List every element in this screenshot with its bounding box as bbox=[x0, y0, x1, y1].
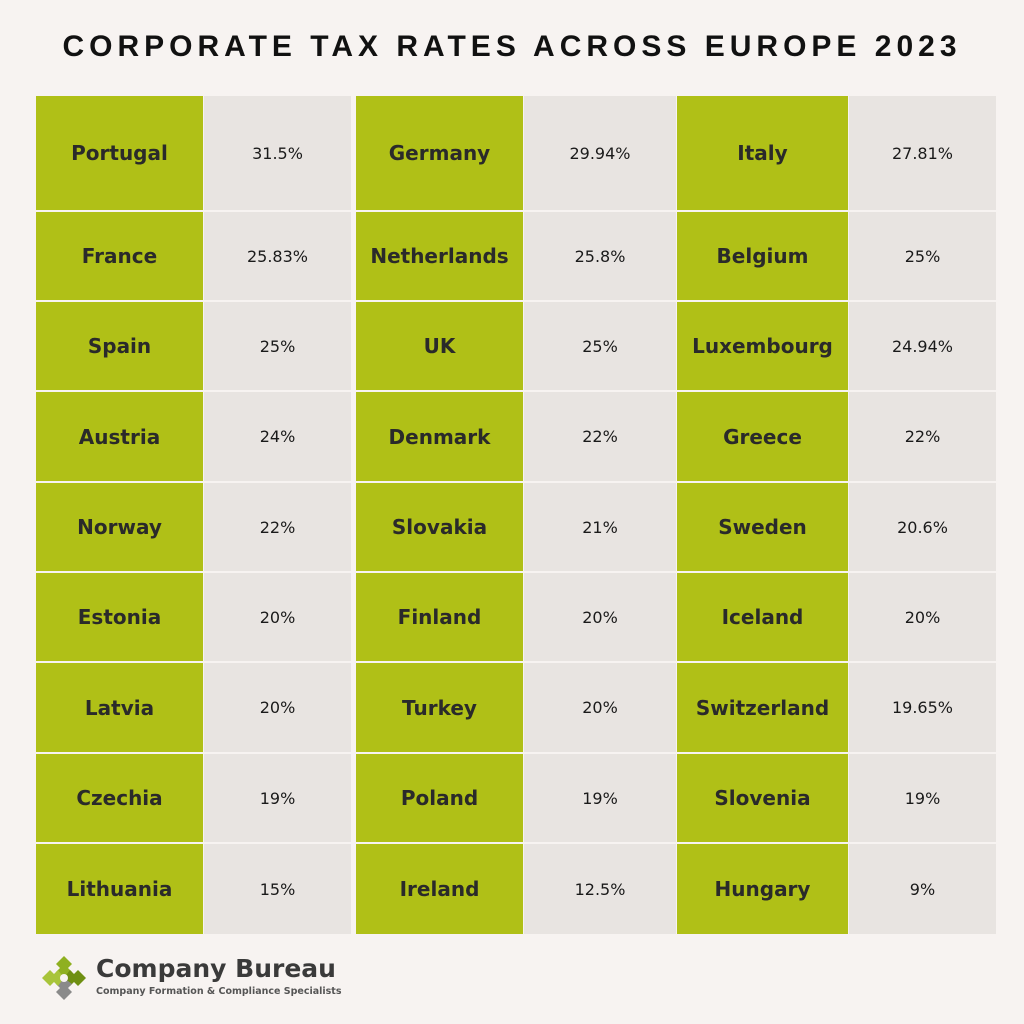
country-cell: Portugal bbox=[36, 96, 203, 210]
rate-cell: 22% bbox=[849, 392, 996, 481]
country-cell: Estonia bbox=[36, 573, 203, 661]
puzzle-piece-icon bbox=[42, 956, 86, 1000]
country-cell: Denmark bbox=[356, 392, 523, 481]
country-cell: Greece bbox=[677, 392, 848, 481]
rate-cell: 19% bbox=[849, 754, 996, 842]
country-cell: Netherlands bbox=[356, 212, 523, 300]
country-cell: Belgium bbox=[677, 212, 848, 300]
rate-cell: 20% bbox=[849, 573, 996, 661]
rate-cell: 20% bbox=[204, 573, 351, 661]
country-cell: UK bbox=[356, 302, 523, 390]
rate-cell: 20% bbox=[524, 663, 676, 752]
rate-cell: 24% bbox=[204, 392, 351, 481]
tax-rate-table: Portugal 31.5% Germany 29.94% Italy 27.81% Fra… bbox=[36, 96, 996, 934]
rate-cell: 21% bbox=[524, 483, 676, 571]
country-cell: Turkey bbox=[356, 663, 523, 752]
brand-tagline: Company Formation & Compliance Specialis… bbox=[96, 986, 342, 997]
rate-cell: 22% bbox=[524, 392, 676, 481]
country-cell: Sweden bbox=[677, 483, 848, 571]
country-cell: Latvia bbox=[36, 663, 203, 752]
rate-cell: 27.81% bbox=[849, 96, 996, 210]
company-logo: Company Bureau Company Formation & Compl… bbox=[38, 952, 378, 1004]
rate-cell: 19.65% bbox=[849, 663, 996, 752]
country-cell: Hungary bbox=[677, 844, 848, 934]
country-cell: France bbox=[36, 212, 203, 300]
rate-cell: 29.94% bbox=[524, 96, 676, 210]
rate-cell: 31.5% bbox=[204, 96, 351, 210]
country-cell: Germany bbox=[356, 96, 523, 210]
country-cell: Finland bbox=[356, 573, 523, 661]
rate-cell: 15% bbox=[204, 844, 351, 934]
page-title: CORPORATE TAX RATES ACROSS EUROPE 2023 bbox=[62, 30, 962, 63]
country-cell: Ireland bbox=[356, 844, 523, 934]
country-cell: Slovakia bbox=[356, 483, 523, 571]
brand-name: Company Bureau bbox=[96, 954, 336, 983]
rate-cell: 19% bbox=[204, 754, 351, 842]
rate-cell: 12.5% bbox=[524, 844, 676, 934]
rate-cell: 25% bbox=[204, 302, 351, 390]
country-cell: Norway bbox=[36, 483, 203, 571]
country-cell: Lithuania bbox=[36, 844, 203, 934]
rate-cell: 20.6% bbox=[849, 483, 996, 571]
rate-cell: 20% bbox=[524, 573, 676, 661]
country-cell: Luxembourg bbox=[677, 302, 848, 390]
rate-cell: 25.83% bbox=[204, 212, 351, 300]
country-cell: Austria bbox=[36, 392, 203, 481]
rate-cell: 25.8% bbox=[524, 212, 676, 300]
country-cell: Iceland bbox=[677, 573, 848, 661]
rate-cell: 25% bbox=[524, 302, 676, 390]
country-cell: Switzerland bbox=[677, 663, 848, 752]
country-cell: Italy bbox=[677, 96, 848, 210]
rate-cell: 25% bbox=[849, 212, 996, 300]
rate-cell: 19% bbox=[524, 754, 676, 842]
rate-cell: 9% bbox=[849, 844, 996, 934]
rate-cell: 22% bbox=[204, 483, 351, 571]
country-cell: Slovenia bbox=[677, 754, 848, 842]
rate-cell: 24.94% bbox=[849, 302, 996, 390]
rate-cell: 20% bbox=[204, 663, 351, 752]
country-cell: Czechia bbox=[36, 754, 203, 842]
country-cell: Spain bbox=[36, 302, 203, 390]
country-cell: Poland bbox=[356, 754, 523, 842]
